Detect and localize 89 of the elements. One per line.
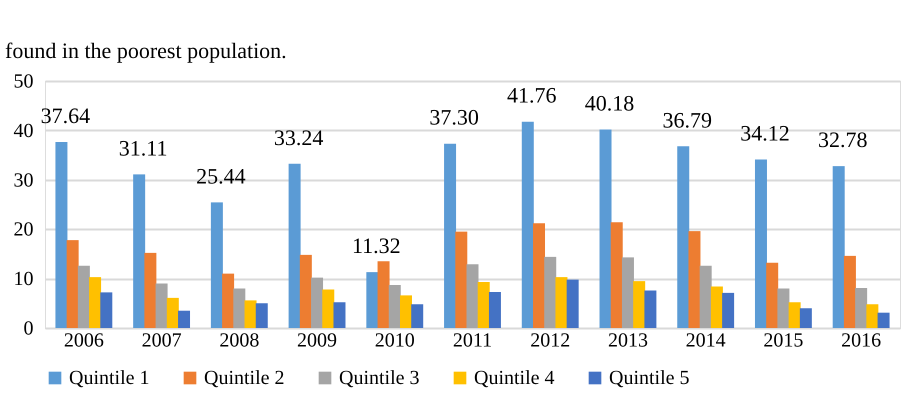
bar bbox=[710, 286, 723, 328]
bar bbox=[78, 266, 90, 328]
bar bbox=[777, 288, 790, 328]
y-tick-label: 50 bbox=[14, 70, 34, 92]
bar bbox=[144, 252, 156, 328]
bar bbox=[478, 282, 490, 328]
y-tick-label: 0 bbox=[24, 318, 34, 340]
data-label: 36.79 bbox=[662, 107, 712, 132]
bar bbox=[788, 302, 801, 328]
bar bbox=[466, 264, 478, 328]
text: found in the poorest population. bbox=[5, 38, 287, 63]
bar bbox=[800, 308, 812, 328]
bar bbox=[333, 302, 346, 328]
bar bbox=[610, 222, 623, 328]
bar bbox=[378, 261, 390, 328]
bar bbox=[244, 300, 257, 328]
bar bbox=[633, 281, 646, 328]
data-label: 34.12 bbox=[740, 120, 790, 146]
bar bbox=[366, 272, 378, 328]
x-tick-label: 2010 bbox=[374, 330, 415, 352]
bar bbox=[533, 223, 546, 328]
bar bbox=[700, 266, 712, 328]
x-tick-label: 2007 bbox=[142, 330, 182, 352]
bar bbox=[166, 298, 179, 328]
x-tick-label: 2006 bbox=[64, 330, 104, 352]
bar bbox=[488, 292, 501, 328]
bar bbox=[400, 295, 412, 328]
legend-label: Quintile 4 bbox=[474, 367, 555, 389]
bar bbox=[322, 289, 334, 328]
data-label: 37.64 bbox=[40, 103, 90, 128]
data-label: 41.76 bbox=[507, 82, 557, 108]
data-label: 11.32 bbox=[352, 233, 401, 258]
bar bbox=[256, 303, 268, 328]
data-label: 32.78 bbox=[818, 127, 868, 152]
bar bbox=[766, 262, 778, 328]
bar bbox=[89, 277, 102, 328]
x-tick-label: 2009 bbox=[297, 330, 338, 352]
y-tick-label: 40 bbox=[14, 120, 34, 142]
bar bbox=[754, 159, 767, 328]
bar bbox=[444, 144, 456, 328]
bar bbox=[722, 292, 734, 328]
y-tick-label: 10 bbox=[14, 268, 34, 290]
bar bbox=[866, 304, 878, 328]
x-tick-label: 2015 bbox=[763, 330, 804, 352]
x-tick-label: 2014 bbox=[686, 330, 726, 352]
bar bbox=[677, 146, 690, 328]
x-tick-label: 2008 bbox=[219, 330, 260, 352]
bar bbox=[133, 174, 146, 328]
y-tick-label: 30 bbox=[14, 169, 34, 192]
bar bbox=[388, 285, 401, 328]
bar bbox=[522, 122, 534, 328]
y-tick-label: 20 bbox=[14, 218, 34, 241]
bar bbox=[832, 166, 845, 328]
legend-label: Quintile 5 bbox=[609, 367, 690, 389]
bar bbox=[233, 288, 246, 328]
bar bbox=[455, 232, 468, 328]
bar bbox=[210, 202, 223, 328]
data-label: 33.24 bbox=[274, 124, 324, 150]
bar bbox=[411, 304, 424, 328]
x-tick-label: 2011 bbox=[452, 330, 492, 352]
legend-label: Quintile 2 bbox=[204, 367, 285, 389]
bar bbox=[55, 142, 68, 328]
data-label: 37.30 bbox=[429, 104, 479, 130]
bar bbox=[300, 254, 312, 328]
data-label: 31.11 bbox=[118, 135, 168, 160]
bar bbox=[622, 257, 634, 328]
bar bbox=[544, 256, 556, 328]
bar bbox=[311, 278, 324, 328]
bar bbox=[178, 310, 190, 328]
x-tick-label: 2016 bbox=[841, 330, 882, 352]
bar bbox=[855, 288, 868, 328]
bar bbox=[66, 240, 79, 328]
bar bbox=[288, 164, 301, 328]
x-tick-label: 2012 bbox=[530, 330, 570, 352]
bar bbox=[100, 292, 112, 328]
data-label: 25.44 bbox=[196, 163, 246, 188]
bar bbox=[878, 312, 890, 328]
bar bbox=[222, 274, 234, 328]
bar bbox=[688, 231, 700, 328]
x-tick-label: 2013 bbox=[608, 330, 648, 352]
legend-label: Quintile 3 bbox=[339, 367, 420, 389]
bar bbox=[600, 130, 612, 328]
bar bbox=[156, 284, 168, 328]
data-label: 40.18 bbox=[584, 90, 634, 116]
bar bbox=[566, 280, 579, 328]
legend-label: Quintile 1 bbox=[69, 367, 150, 389]
bar bbox=[844, 256, 856, 328]
bar bbox=[644, 290, 656, 328]
bar bbox=[555, 277, 568, 328]
